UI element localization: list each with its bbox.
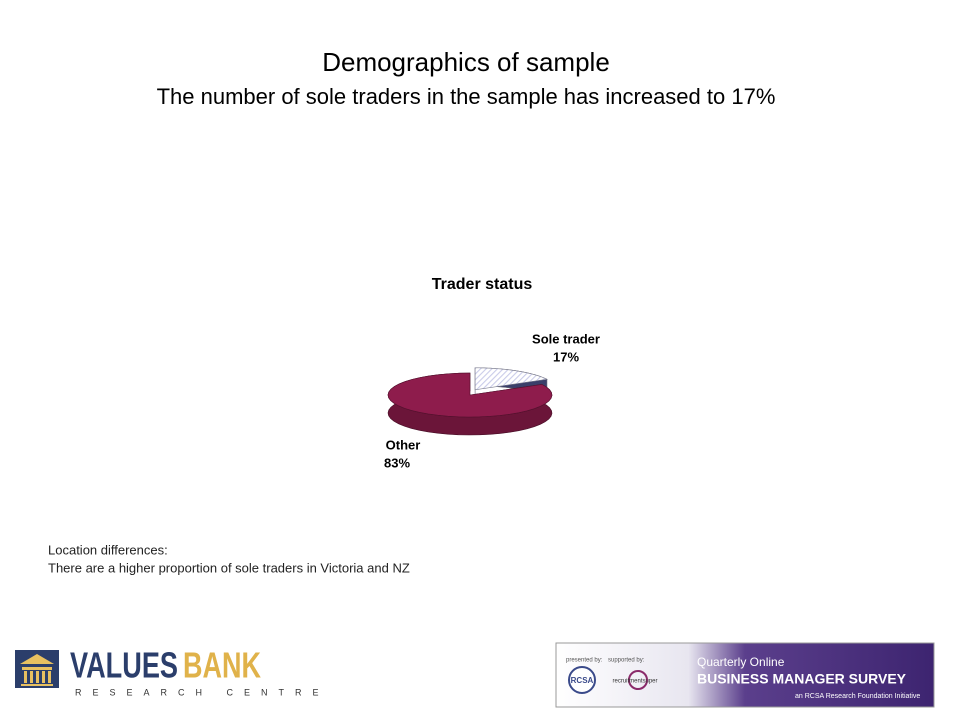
banner-text: BUSINESS MANAGER SURVEY — [697, 671, 907, 687]
banner: presented by: supported by: RCSA recruit… — [555, 642, 935, 708]
banner-text: Quarterly Online — [697, 655, 785, 669]
banner-text: recruitmentsuper — [612, 679, 657, 685]
slice-label: Sole trader — [532, 331, 600, 346]
value-label: 17% — [553, 349, 579, 364]
pie-chart — [387, 367, 553, 436]
logo-word: BANK — [183, 645, 261, 686]
logo-left: VALUES BANK RESEARCH CENTRE — [15, 645, 330, 697]
rcsa-logo — [568, 666, 596, 694]
banner-text: an RCSA Research Foundation Initiative — [795, 693, 920, 700]
slide-subtitle: The number of sole traders in the sample… — [157, 84, 776, 109]
banner-text: RCSA — [571, 676, 594, 685]
value-label: 83% — [384, 455, 410, 470]
note: There are a higher proportion of sole tr… — [48, 560, 410, 575]
note: Location differences: — [48, 542, 168, 557]
slide-title: Demographics of sample — [322, 47, 610, 77]
banner-bg — [555, 642, 935, 708]
chart-title: Trader status — [432, 276, 533, 293]
slice-label: Other — [386, 437, 421, 452]
logo-building — [20, 654, 54, 686]
super-logo — [628, 670, 648, 690]
logo-sub: RESEARCH CENTRE — [75, 687, 330, 697]
banner-text: supported by: — [608, 658, 645, 664]
pie-slice — [474, 367, 548, 391]
pie-slice — [387, 372, 553, 418]
banner-text: presented by: — [566, 658, 603, 664]
logo-word: VALUES — [70, 645, 178, 686]
